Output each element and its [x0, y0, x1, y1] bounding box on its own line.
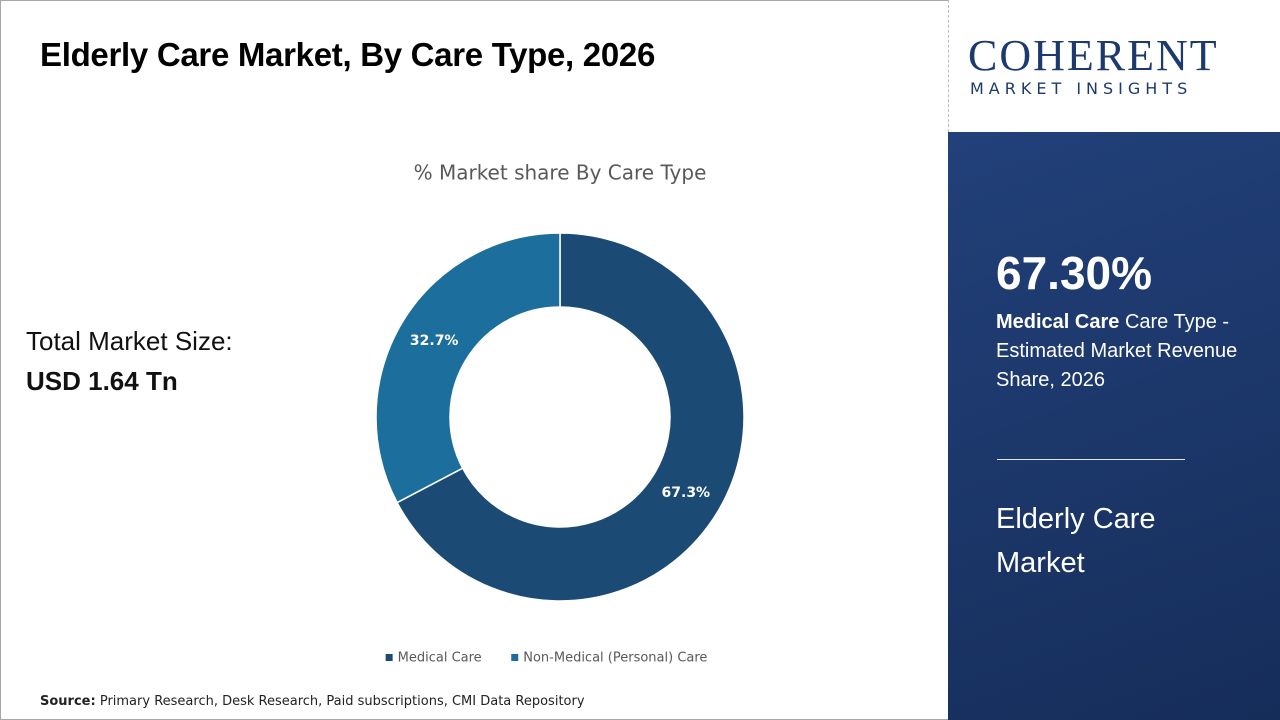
side-panel [948, 132, 1280, 720]
legend-swatch [385, 654, 393, 661]
highlight-market: Elderly Care Market [996, 503, 1156, 579]
legend-swatch [511, 654, 519, 661]
data-label: 32.7% [410, 333, 459, 349]
chart: % Market share By Care Type 67.3% 32.7% Me… [375, 161, 745, 666]
highlight-figure: 67.30% [996, 247, 1153, 299]
logo-name: COHERENT [968, 31, 1219, 80]
highlight-description: Medical Care Care Type - Estimated Marke… [996, 308, 1256, 395]
highlight-segment: Medical Care [996, 311, 1120, 333]
legend-label: Non-Medical (Personal) Care [523, 651, 707, 666]
slice [375, 232, 561, 504]
slice [396, 232, 745, 602]
highlight-text: Care Type - Estimated Market Revenue Sha… [996, 311, 1238, 391]
market-size-value: USD 1.64 Tn [26, 366, 178, 396]
divider [997, 459, 1185, 460]
logo-tagline: MARKET INSIGHTS [970, 79, 1193, 98]
market-size-label: Total Market Size: [26, 326, 233, 356]
source: Source: Primary Research, Desk Research,… [40, 694, 585, 709]
source-text: Primary Research, Desk Research, Paid su… [99, 694, 585, 709]
data-label: 67.3% [662, 485, 711, 501]
chart-title: Elderly Care Market, By Care Type, 2026 [40, 36, 656, 73]
legend-label: Medical Care [398, 651, 482, 666]
logo-panel [948, 0, 1280, 132]
source-label: Source: [40, 694, 96, 709]
chart-subtitle: % Market share By Care Type [414, 161, 707, 185]
